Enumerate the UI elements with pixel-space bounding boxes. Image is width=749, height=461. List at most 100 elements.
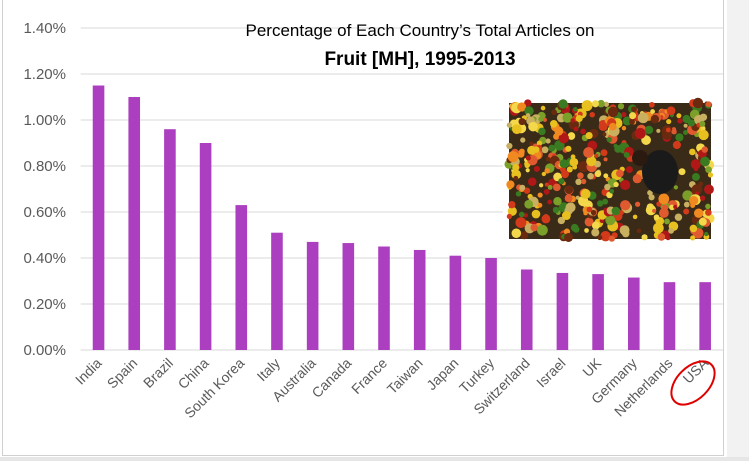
x-category-label: Taiwan bbox=[384, 355, 426, 397]
fruit-dot bbox=[545, 138, 551, 144]
fruit-dot bbox=[600, 149, 608, 157]
fruit-dot bbox=[539, 183, 544, 188]
fruit-dot bbox=[591, 228, 600, 237]
fruit-dot bbox=[542, 117, 547, 122]
fruit-dot bbox=[564, 194, 573, 203]
fruit-dot bbox=[622, 116, 632, 126]
fruit-dot bbox=[644, 125, 654, 135]
fruit-dot bbox=[705, 209, 712, 216]
fruit-dot bbox=[581, 100, 593, 112]
fruit-dot bbox=[637, 112, 649, 124]
fruit-dot bbox=[543, 188, 550, 195]
fruit-dot bbox=[566, 166, 573, 173]
fruit-dot bbox=[564, 185, 574, 194]
fruit-dot bbox=[704, 184, 714, 195]
fruit-dot bbox=[589, 111, 595, 118]
fruit-dot bbox=[518, 211, 525, 218]
fruit-dot bbox=[524, 99, 532, 107]
fruit-dot bbox=[507, 206, 517, 216]
fruit-dot bbox=[600, 230, 611, 242]
bars bbox=[92, 85, 711, 350]
bar-canada bbox=[342, 243, 355, 350]
fruit-dot bbox=[598, 121, 608, 131]
fruit-dot bbox=[569, 157, 579, 167]
fruit-dot bbox=[544, 168, 550, 174]
fruit-dot bbox=[621, 111, 627, 118]
fruit-dot bbox=[575, 178, 582, 186]
fruit-dot bbox=[580, 188, 591, 199]
bar-australia bbox=[306, 241, 319, 350]
fruit-dot bbox=[548, 144, 556, 152]
bar-france bbox=[378, 246, 390, 350]
fruit-dot bbox=[687, 119, 695, 127]
bar-italy bbox=[271, 232, 283, 350]
fruit-dot bbox=[664, 218, 670, 225]
chart-title: Percentage of Each Country’s Total Artic… bbox=[245, 21, 594, 40]
fruit-dot bbox=[584, 228, 589, 233]
fruit-dot bbox=[585, 132, 593, 140]
fruit-dot bbox=[532, 146, 540, 153]
bar-germany bbox=[627, 277, 640, 350]
bar-japan bbox=[449, 255, 462, 350]
fruit-dot bbox=[580, 128, 586, 135]
fruit-dot bbox=[553, 183, 561, 192]
x-category-label: Spain bbox=[104, 355, 141, 392]
fruit-dot bbox=[558, 99, 568, 109]
fruit-dot bbox=[707, 172, 714, 178]
fruit-dot bbox=[570, 154, 576, 160]
fruit-dot bbox=[541, 171, 546, 177]
fruit-dot bbox=[524, 199, 534, 209]
fruit-dot bbox=[613, 181, 619, 188]
fruit-dot bbox=[537, 202, 543, 208]
fruit-dot bbox=[683, 129, 689, 135]
fruit-dot bbox=[689, 224, 698, 233]
fruit-dot bbox=[516, 150, 525, 158]
fruit-dot bbox=[525, 168, 530, 173]
fruit-dot bbox=[524, 162, 530, 169]
fruit-dot bbox=[683, 201, 690, 208]
fruit-dot bbox=[544, 182, 549, 187]
bar-taiwan bbox=[413, 249, 426, 350]
fruit-dot bbox=[529, 141, 534, 147]
fruit-dot bbox=[551, 109, 557, 116]
fruit-dot bbox=[691, 172, 700, 181]
fruit-dot bbox=[673, 185, 678, 190]
bar-india bbox=[92, 85, 105, 350]
bar-usa bbox=[699, 282, 711, 350]
fruit-dot bbox=[700, 156, 710, 167]
fruit-dot bbox=[573, 126, 579, 132]
fruit-dot bbox=[623, 151, 630, 158]
fruit-dot bbox=[609, 122, 617, 131]
fruit-dot bbox=[561, 211, 571, 220]
fruit-dot bbox=[650, 109, 655, 114]
fruit-dot bbox=[552, 206, 560, 214]
fruit-dot bbox=[603, 157, 608, 162]
fruit-dot bbox=[553, 197, 562, 206]
fruit-dot bbox=[672, 140, 681, 150]
fruit-dot bbox=[691, 184, 703, 196]
fruit-dot bbox=[602, 198, 609, 205]
fruit-dot bbox=[573, 107, 578, 112]
fruit-dot bbox=[540, 105, 546, 111]
fruit-dot bbox=[567, 132, 576, 140]
fruit-dot bbox=[597, 99, 605, 108]
fruit-dot bbox=[671, 129, 677, 135]
fruit-dot bbox=[584, 217, 594, 227]
fruit-dot bbox=[632, 214, 638, 220]
fruit-dot bbox=[506, 142, 513, 150]
fruit-dot bbox=[519, 184, 526, 191]
fruit-dot bbox=[531, 209, 541, 219]
fruit-dot bbox=[693, 208, 704, 218]
fruit-dot bbox=[518, 118, 526, 126]
fruit-dot bbox=[704, 231, 709, 237]
window-edge-bottom bbox=[0, 457, 749, 461]
bar-israel bbox=[556, 272, 569, 350]
fruit-dot bbox=[606, 137, 612, 143]
y-axis-ticks: 0.00% 0.20% 0.40% 0.60% 0.80% 1.00% 1.20% 1.40% bbox=[23, 20, 66, 359]
window-edge bbox=[727, 0, 749, 461]
fruit-dot bbox=[661, 204, 669, 211]
fruit-dot bbox=[658, 193, 670, 205]
fruit-dot bbox=[625, 166, 633, 174]
